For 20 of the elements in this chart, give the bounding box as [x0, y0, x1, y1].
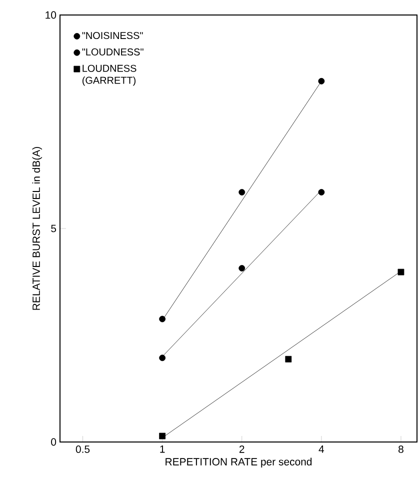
point [159, 354, 166, 362]
legend-label: "LOUDNESS" [82, 48, 144, 56]
x-tick-label: 2 [239, 446, 244, 453]
y-tick-label: 0 [51, 438, 56, 446]
point [238, 265, 246, 272]
y-tick-label: 5 [51, 224, 56, 232]
x-tick-label: 4 [318, 446, 324, 453]
point [318, 78, 325, 84]
point [238, 189, 246, 196]
x-tick-label: 0.5 [76, 446, 90, 453]
y-axis-title: RELATIVE BURST LEVEL in dB(A) [32, 147, 42, 310]
legend-label: LOUDNESS (GARRETT) [82, 64, 136, 86]
x-axis-title: REPETITION RATE per second [166, 458, 312, 468]
y-tick-label: 10 [46, 11, 56, 19]
point [159, 432, 166, 440]
x-tick-label: 8 [398, 446, 404, 453]
legend-label: "NOISINESS" [82, 32, 143, 40]
x-tick-label: 1 [160, 446, 165, 453]
point [318, 189, 325, 196]
point [159, 316, 166, 322]
